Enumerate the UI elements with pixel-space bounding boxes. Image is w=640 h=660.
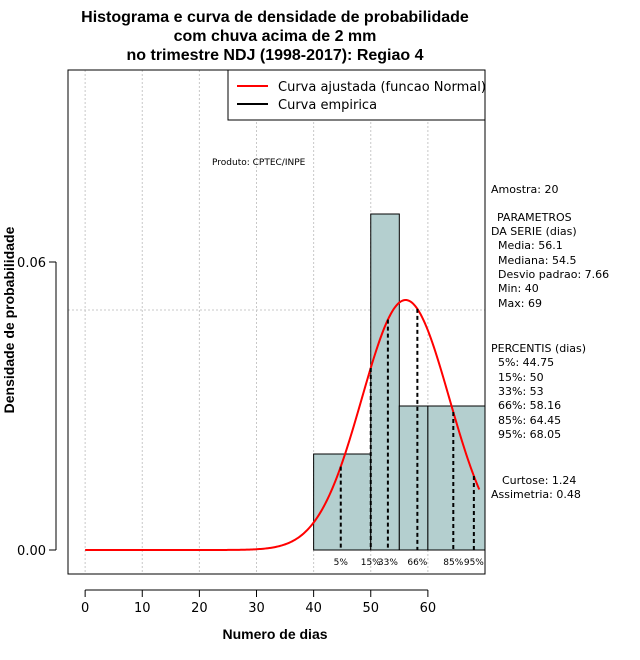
stat-param-title-2: DA SERIE (dias) (491, 225, 577, 238)
y-tick-label: 0.00 (17, 544, 46, 559)
stat-p95: 95%: 68.05 (498, 428, 561, 441)
histogram-bar (370, 213, 400, 551)
stat-assimetria: Assimetria: 0.48 (491, 488, 581, 501)
x-tick-label: 0 (81, 601, 89, 616)
percentile-label: 85% (443, 558, 463, 568)
stat-p33: 33%: 53 (498, 385, 544, 398)
histogram-bar (427, 405, 486, 551)
chart-title-line-2: com chuva acima de 2 mm (174, 28, 377, 45)
percentile-label: 66% (407, 558, 427, 568)
stat-param-title-1: PARAMETROS (497, 211, 572, 224)
percentile-label: 33% (378, 558, 398, 568)
stats-panel: Amostra: 20 PARAMETROS DA SERIE (dias) M… (491, 183, 609, 501)
percentile-label: 5% (334, 558, 349, 568)
stat-max: Max: 69 (498, 297, 542, 310)
percentile-label: 95% (464, 558, 484, 568)
normal-curve (85, 299, 481, 551)
x-tick-label: 10 (134, 601, 151, 616)
stat-percentis-title: PERCENTIS (dias) (491, 342, 586, 355)
percentile-label: 15% (361, 558, 381, 568)
stat-p15: 15%: 50 (498, 371, 544, 384)
legend-box (227, 69, 486, 121)
chart-title-line-1: Histograma e curva de densidade de proba… (81, 9, 469, 26)
stat-mediana: Mediana: 54.5 (498, 254, 576, 267)
chart-title-line-3: no trimestre NDJ (1998-2017): Regiao 4 (127, 47, 424, 64)
histogram-bar (313, 453, 372, 551)
x-tick-label: 40 (305, 601, 322, 616)
stat-p5: 5%: 44.75 (498, 356, 554, 369)
legend: Curva ajustada (funcao Normal) Curva emp… (227, 69, 486, 121)
legend-label-normal: Curva ajustada (funcao Normal) (278, 80, 486, 95)
histogram-bar (398, 405, 429, 551)
stat-p85: 85%: 64.45 (498, 414, 561, 427)
stat-desvio: Desvio padrao: 7.66 (498, 268, 609, 281)
x-axis-label: Numero de dias (222, 626, 327, 642)
x-tick-label: 20 (191, 601, 208, 616)
product-credit: Produto: CPTEC/INPE (212, 158, 306, 168)
stat-p66: 66%: 58.16 (498, 399, 561, 412)
stat-media: Media: 56.1 (498, 239, 563, 252)
x-tick-label: 50 (362, 601, 379, 616)
stat-curtose: Curtose: 1.24 (502, 474, 576, 487)
legend-label-empirical: Curva empirica (278, 98, 377, 113)
stat-min: Min: 40 (498, 282, 539, 295)
y-axis-label: Densidade de probabilidade (1, 226, 17, 413)
y-tick-label: 0.06 (17, 256, 46, 271)
x-tick-label: 60 (420, 601, 437, 616)
x-tick-label: 30 (248, 601, 265, 616)
stat-amostra: Amostra: 20 (491, 183, 558, 196)
